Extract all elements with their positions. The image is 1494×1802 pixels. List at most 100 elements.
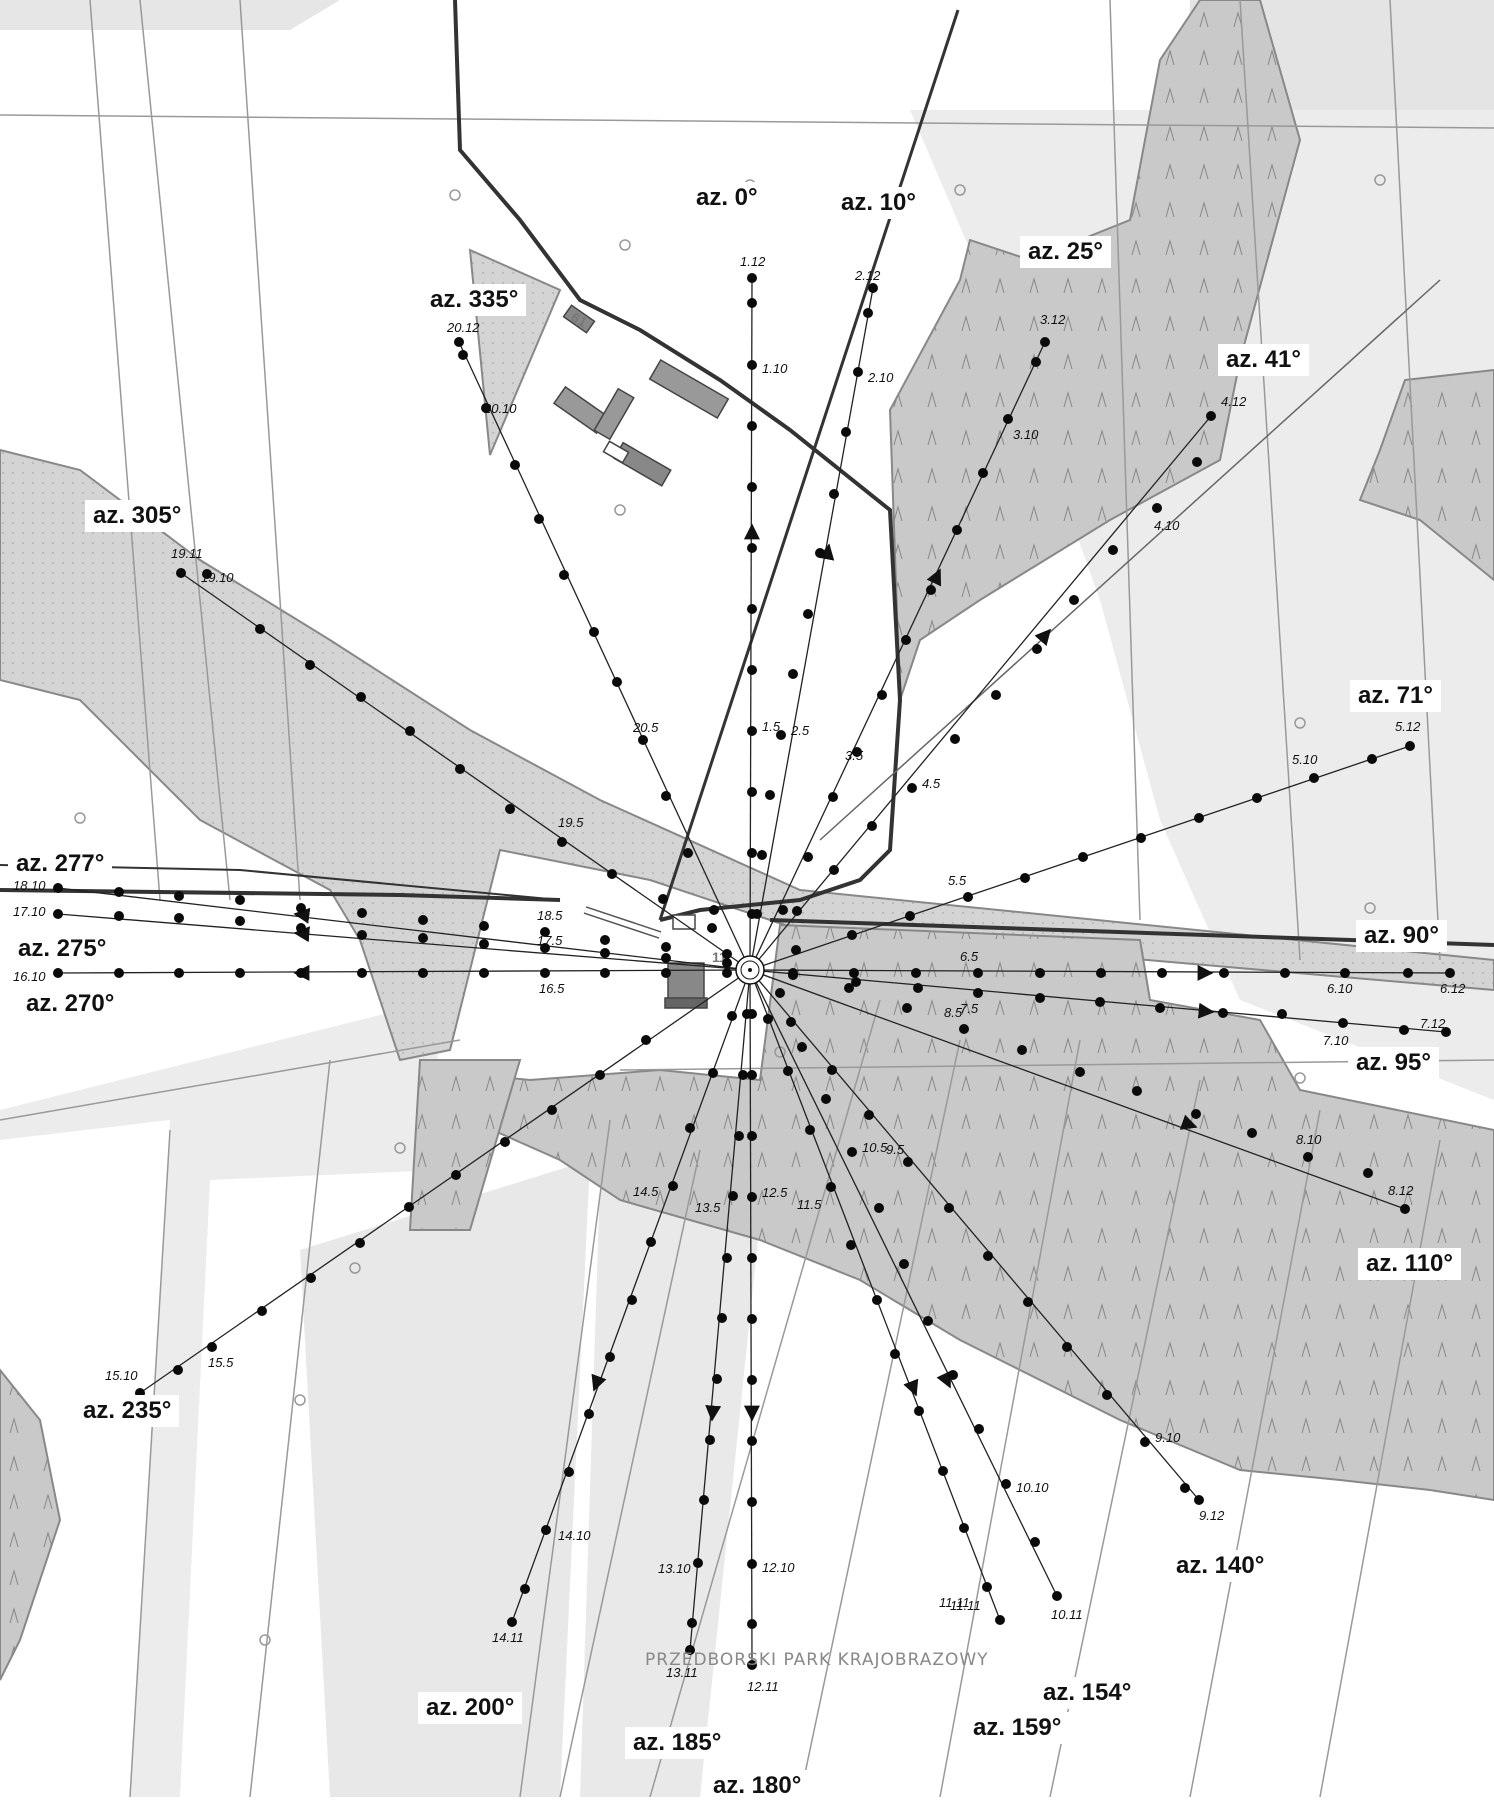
survey-point-18-4[interactable] <box>356 692 366 702</box>
survey-point-14-11[interactable] <box>641 1035 651 1045</box>
survey-point-9-11[interactable] <box>775 988 785 998</box>
survey-point-12-11[interactable] <box>742 1009 752 1019</box>
survey-point-0-5[interactable] <box>747 543 757 553</box>
survey-point-17-9[interactable] <box>600 935 610 945</box>
survey-point-3-8[interactable] <box>907 783 917 793</box>
survey-point-6-9[interactable] <box>913 983 923 993</box>
survey-point-10-0[interactable] <box>995 1615 1005 1625</box>
survey-point-10-1[interactable] <box>982 1582 992 1592</box>
survey-point-2-9[interactable] <box>828 792 838 802</box>
survey-point-3-4[interactable] <box>1069 595 1079 605</box>
survey-point-16-5[interactable] <box>357 930 367 940</box>
survey-point-4-4[interactable] <box>1194 813 1204 823</box>
survey-point-3-7[interactable] <box>950 734 960 744</box>
survey-point-19-0[interactable] <box>454 337 464 347</box>
survey-point-2-2[interactable] <box>1003 414 1013 424</box>
survey-point-4-10[interactable] <box>847 930 857 940</box>
survey-point-1-5[interactable] <box>815 548 825 558</box>
survey-point-10-9[interactable] <box>805 1125 815 1135</box>
survey-point-15-2[interactable] <box>174 968 184 978</box>
survey-point-15-1[interactable] <box>114 968 124 978</box>
survey-point-10-2[interactable] <box>959 1523 969 1533</box>
survey-point-7-9[interactable] <box>902 1003 912 1013</box>
survey-point-4-7[interactable] <box>1020 873 1030 883</box>
survey-point-16-1[interactable] <box>114 911 124 921</box>
survey-point-5-5[interactable] <box>1157 968 1167 978</box>
survey-point-18-5[interactable] <box>405 726 415 736</box>
survey-point-0-4[interactable] <box>747 482 757 492</box>
survey-point-4-2[interactable] <box>1309 773 1319 783</box>
survey-point-11-9[interactable] <box>747 1131 757 1141</box>
survey-point-17-5[interactable] <box>357 908 367 918</box>
survey-point-18-11[interactable] <box>707 923 717 933</box>
survey-point-9-5[interactable] <box>923 1316 933 1326</box>
survey-point-8-6[interactable] <box>983 1251 993 1261</box>
survey-point-14-4[interactable] <box>306 1273 316 1283</box>
survey-point-16-0[interactable] <box>53 909 63 919</box>
survey-point-2-1[interactable] <box>1031 357 1041 367</box>
survey-point-1-7[interactable] <box>788 669 798 679</box>
survey-point-10-11[interactable] <box>763 1014 773 1024</box>
survey-point-15-9[interactable] <box>600 968 610 978</box>
survey-point-6-1[interactable] <box>1399 1025 1409 1035</box>
survey-point-12-10[interactable] <box>738 1070 748 1080</box>
survey-point-7-4[interactable] <box>1191 1109 1201 1119</box>
survey-point-19-7[interactable] <box>612 677 622 687</box>
survey-point-15-10[interactable] <box>661 968 671 978</box>
survey-point-2-5[interactable] <box>926 585 936 595</box>
survey-point-6-3[interactable] <box>1277 1009 1287 1019</box>
survey-point-12-2[interactable] <box>693 1558 703 1568</box>
survey-point-0-7[interactable] <box>747 665 757 675</box>
survey-point-8-10[interactable] <box>827 1065 837 1075</box>
survey-point-1-3[interactable] <box>841 427 851 437</box>
survey-point-12-5[interactable] <box>712 1374 722 1384</box>
survey-point-9-7[interactable] <box>874 1203 884 1213</box>
survey-point-9-10[interactable] <box>797 1042 807 1052</box>
survey-point-13-4[interactable] <box>584 1409 594 1419</box>
survey-point-19-4[interactable] <box>534 514 544 524</box>
survey-point-6-8[interactable] <box>973 988 983 998</box>
survey-point-8-2[interactable] <box>1140 1437 1150 1447</box>
survey-point-10-3[interactable] <box>938 1466 948 1476</box>
survey-point-13-6[interactable] <box>627 1295 637 1305</box>
survey-point-1-2[interactable] <box>853 367 863 377</box>
survey-point-14-2[interactable] <box>207 1342 217 1352</box>
survey-point-10-7[interactable] <box>846 1240 856 1250</box>
survey-point-2-7[interactable] <box>877 690 887 700</box>
survey-point-6-2[interactable] <box>1338 1018 1348 1028</box>
survey-point-7-1[interactable] <box>1363 1168 1373 1178</box>
survey-point-0-10[interactable] <box>747 848 757 858</box>
survey-point-17-0[interactable] <box>53 883 63 893</box>
survey-point-1-10[interactable] <box>757 850 767 860</box>
survey-point-17-6[interactable] <box>418 915 428 925</box>
survey-point-4-6[interactable] <box>1078 852 1088 862</box>
survey-point-13-10[interactable] <box>708 1068 718 1078</box>
survey-point-8-3[interactable] <box>1102 1390 1112 1400</box>
survey-point-5-1[interactable] <box>1403 968 1413 978</box>
survey-point-0-3[interactable] <box>747 421 757 431</box>
survey-point-2-10[interactable] <box>803 852 813 862</box>
survey-point-2-3[interactable] <box>978 468 988 478</box>
survey-point-15-11[interactable] <box>722 968 732 978</box>
survey-point-17-2[interactable] <box>174 891 184 901</box>
survey-point-18-7[interactable] <box>505 804 515 814</box>
survey-point-3-3[interactable] <box>1108 545 1118 555</box>
survey-point-12-3[interactable] <box>699 1495 709 1505</box>
survey-point-17-7[interactable] <box>479 921 489 931</box>
survey-point-10-4[interactable] <box>914 1406 924 1416</box>
survey-point-12-9[interactable] <box>734 1131 744 1141</box>
survey-point-3-11[interactable] <box>792 906 802 916</box>
survey-point-3-9[interactable] <box>867 821 877 831</box>
survey-point-4-11[interactable] <box>791 945 801 955</box>
survey-point-15-0[interactable] <box>53 968 63 978</box>
survey-point-18-0[interactable] <box>176 568 186 578</box>
survey-point-10-8[interactable] <box>826 1182 836 1192</box>
survey-point-1-6[interactable] <box>803 609 813 619</box>
survey-point-8-1[interactable] <box>1180 1483 1190 1493</box>
survey-point-9-6[interactable] <box>899 1259 909 1269</box>
survey-point-13-8[interactable] <box>668 1181 678 1191</box>
survey-point-17-4[interactable] <box>296 903 306 913</box>
survey-point-9-8[interactable] <box>847 1147 857 1157</box>
survey-point-0-8[interactable] <box>747 726 757 736</box>
survey-point-3-0[interactable] <box>1206 411 1216 421</box>
